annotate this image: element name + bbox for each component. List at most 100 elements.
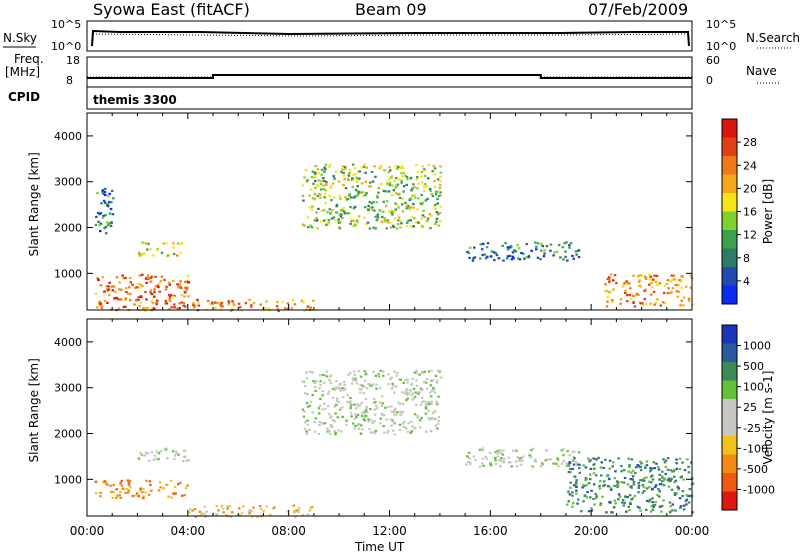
power-cell xyxy=(391,213,394,216)
power-cell xyxy=(481,253,484,257)
power-cell xyxy=(527,254,531,257)
velocity-cell xyxy=(654,484,658,487)
velocity-cell xyxy=(424,381,428,384)
velocity-cell xyxy=(637,486,640,490)
power-cell xyxy=(360,166,364,169)
velocity-cell xyxy=(571,505,574,508)
power-cell xyxy=(508,254,512,257)
velocity-cell xyxy=(329,424,333,427)
velocity-cell xyxy=(327,429,331,432)
velocity-cell xyxy=(499,451,502,454)
velocity-cell xyxy=(405,399,408,402)
velocity-cell xyxy=(627,457,631,460)
nsearch-label: N.Search xyxy=(746,31,800,45)
velocity-cell xyxy=(578,471,581,474)
power-cell xyxy=(172,279,175,282)
velocity-cell xyxy=(347,373,350,376)
velocity-cell xyxy=(429,402,432,405)
velocity-cell xyxy=(380,412,384,415)
velocity-cell xyxy=(539,465,543,468)
power-cell xyxy=(388,166,391,169)
velocity-cell xyxy=(577,451,581,454)
power-cell xyxy=(523,257,526,260)
power-cell xyxy=(490,250,494,253)
power-cell xyxy=(420,193,423,197)
power-cell xyxy=(680,275,683,278)
velocity-cell xyxy=(680,475,683,478)
velocity-cell xyxy=(337,429,340,432)
power-cell xyxy=(95,215,98,218)
power-cell xyxy=(613,274,617,277)
power-cell xyxy=(316,168,319,171)
power-cell xyxy=(429,227,432,230)
velocity-cell xyxy=(681,490,685,493)
velocity-cell xyxy=(569,471,572,474)
power-cell xyxy=(300,299,303,302)
power-cell xyxy=(577,256,581,259)
power-cbar-tick-label: 20 xyxy=(743,182,757,195)
velocity-cell xyxy=(205,510,208,513)
power-cell xyxy=(351,177,354,180)
nave-tick-bottom: 0 xyxy=(706,74,713,87)
power-cell xyxy=(138,286,142,289)
velocity-cell xyxy=(349,404,353,407)
power-cell xyxy=(122,305,126,309)
power-cell xyxy=(665,282,669,286)
power-cell xyxy=(481,248,484,251)
power-cell xyxy=(144,309,147,312)
velocity-cell xyxy=(306,423,310,426)
power-cell xyxy=(543,249,546,252)
power-cell xyxy=(655,284,658,287)
power-cell xyxy=(363,163,366,166)
velocity-cell xyxy=(324,407,327,410)
velocity-cell xyxy=(481,457,484,460)
power-cell xyxy=(655,274,659,278)
velocity-cell xyxy=(363,413,367,416)
power-cell xyxy=(608,290,611,293)
velocity-cell xyxy=(350,415,353,418)
velocity-cell xyxy=(488,451,492,455)
power-cell xyxy=(109,224,113,228)
power-cell xyxy=(381,215,384,219)
power-cell xyxy=(439,205,442,208)
velocity-cell xyxy=(320,422,324,425)
velocity-cell xyxy=(364,411,368,414)
velocity-cell xyxy=(434,424,438,427)
power-cell xyxy=(331,209,334,212)
power-cell xyxy=(346,177,350,181)
power-cell xyxy=(323,166,326,169)
power-cell xyxy=(309,224,312,227)
velocity-cell xyxy=(139,489,142,492)
velocity-cell xyxy=(361,384,364,387)
power-cell xyxy=(494,252,498,255)
velocity-cell xyxy=(406,381,409,384)
power-cell xyxy=(176,307,179,310)
velocity-cell xyxy=(429,429,433,433)
power-cell xyxy=(186,280,189,283)
velocity-cell xyxy=(430,400,434,403)
power-cell xyxy=(479,257,482,260)
velocity-cell xyxy=(389,418,393,421)
power-cell xyxy=(545,245,549,248)
power-cell xyxy=(397,219,400,222)
power-cell xyxy=(400,165,404,168)
velocity-cell xyxy=(602,484,605,488)
power-cell xyxy=(608,279,611,282)
velocity-cell xyxy=(392,385,395,388)
power-cell xyxy=(319,182,323,185)
velocity-cell xyxy=(687,501,691,504)
power-cell xyxy=(145,298,148,301)
power-cell xyxy=(390,211,394,214)
velocity-cell xyxy=(404,390,408,393)
velocity-cell xyxy=(687,465,690,468)
power-cell xyxy=(330,217,334,220)
power-cell xyxy=(420,224,423,227)
velocity-cell xyxy=(629,478,632,481)
velocity-cell xyxy=(112,483,115,487)
velocity-cell xyxy=(673,475,676,478)
power-cell xyxy=(632,301,635,304)
power-cell xyxy=(425,185,429,188)
power-cell xyxy=(97,302,101,305)
velocity-cell xyxy=(660,475,664,478)
velocity-cell xyxy=(652,504,655,507)
